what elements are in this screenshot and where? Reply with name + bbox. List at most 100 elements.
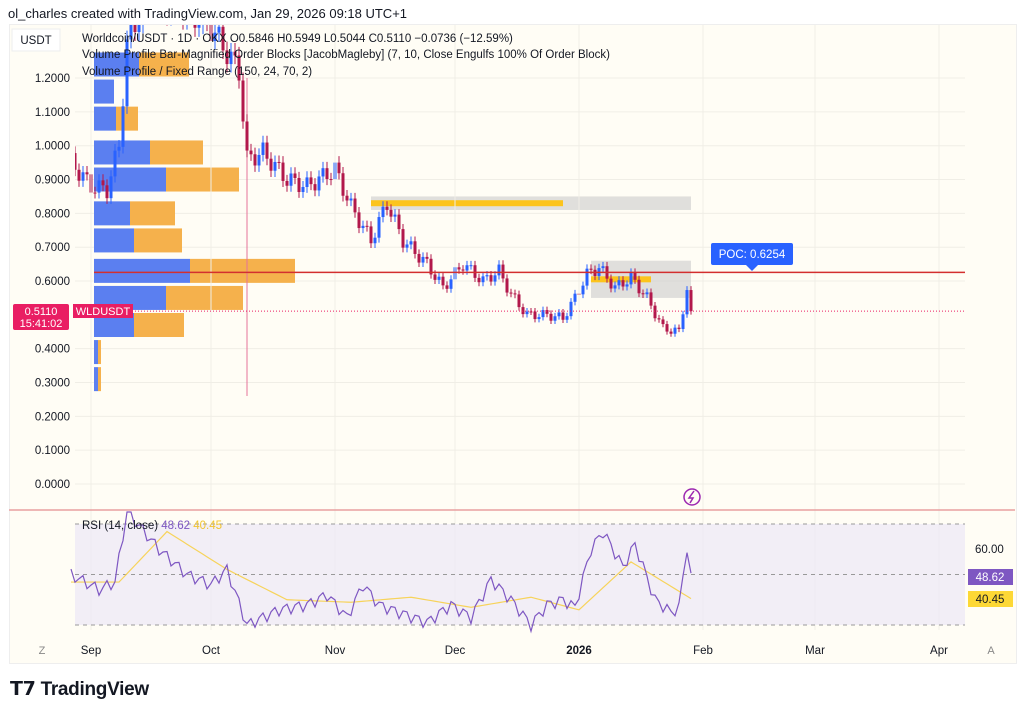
candle [557,312,561,317]
candle [397,214,401,230]
candle [509,292,513,294]
candle [609,278,613,289]
candle [142,0,145,24]
candle [461,269,465,271]
candle [417,253,421,263]
vp-sell-bar [166,285,243,310]
candle [125,39,129,107]
svg-text:POC: 0.6254: POC: 0.6254 [719,249,786,261]
candle [545,310,549,314]
candle [549,313,553,321]
chart-credit: ol_charles created with TradingView.com,… [8,6,408,21]
candle [553,316,557,321]
candle [361,225,365,229]
candle [193,25,197,28]
candle [629,272,633,285]
y-tick-label: 0.3000 [35,378,70,390]
vp-sell-bar [190,258,295,283]
candle [481,276,485,283]
candle [97,180,101,193]
candle [186,1,189,21]
candle [617,280,621,286]
candle [449,279,453,289]
vp-buy-bar [94,106,116,131]
order-block-core [591,276,651,283]
candle [441,276,445,286]
svg-text:USDT: USDT [20,35,51,47]
candle [117,146,121,151]
candle [497,264,501,276]
candle [233,51,237,56]
candle [385,206,389,210]
poc-label: POC: 0.6254 [711,243,793,271]
candle [253,154,257,166]
candle [217,26,221,33]
candle [257,154,261,166]
price-tag [13,304,69,330]
candle [365,225,369,227]
candle [473,265,477,278]
candle [541,310,545,318]
x-tick-label: 2026 [566,645,592,657]
rsi-ma-tag [968,591,1013,607]
candle [477,277,481,283]
candle [405,244,409,248]
vp-buy-bar [94,167,166,192]
candle [489,275,493,282]
brand-name: TradingView [40,679,150,700]
candle [689,290,693,312]
candle [345,195,349,201]
candle [637,279,641,294]
candle [174,0,177,1]
x-tick-label: Feb [693,645,713,657]
candle [241,80,245,122]
candle [313,184,317,191]
candle [325,168,329,180]
vp-buy-bar [94,228,134,253]
candle [601,266,605,269]
y-tick-label: 1.1000 [35,107,70,119]
candle [677,327,681,329]
currency-button[interactable] [11,28,61,52]
y-tick-label: 0.7000 [35,242,70,254]
y-tick-label: 1.2000 [35,73,70,85]
candle [513,293,517,295]
candle [485,275,489,277]
candle [565,316,569,320]
vp-sell-bar [139,52,189,77]
candle [353,198,357,213]
rsi-value-tag [968,569,1013,585]
rsi-legend: RSI (14, close) 48.62 40.45 [82,520,222,532]
candle [249,150,253,155]
x-tick-label: Nov [325,645,346,657]
y-tick-label: 0.4000 [35,344,70,356]
candle [457,267,461,270]
candle [221,26,225,51]
candle [573,293,577,302]
candle [665,324,669,332]
candle [669,331,673,334]
vp-sell-bar [98,367,101,392]
auto-zoom-button[interactable]: Z [39,645,46,657]
candle [505,278,509,293]
candle [93,192,97,194]
candle [645,292,649,295]
order-block-core [371,200,563,207]
candle [525,311,529,315]
candle [389,209,393,217]
candle [649,292,653,306]
tradingview-logo[interactable]: 𝗧𝟳 TradingView [10,678,149,701]
rsi-line [70,511,692,634]
candle [561,312,565,320]
auto-scale-button[interactable]: A [987,645,995,657]
candle [105,185,109,199]
candle [521,307,525,315]
flash-icon[interactable] [683,488,701,506]
candle [289,173,293,186]
candle [137,25,141,32]
candle [429,258,433,275]
y-tick-label: 0.9000 [35,175,70,187]
candle [281,162,285,181]
candle [369,226,373,244]
